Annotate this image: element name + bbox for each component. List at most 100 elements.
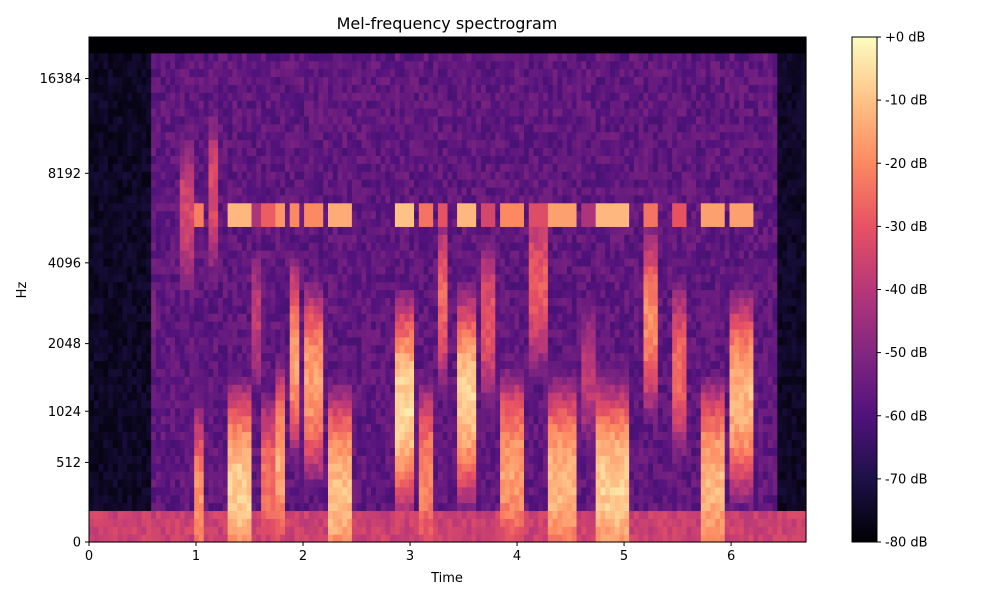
- heatmap-cell: [409, 407, 415, 417]
- heatmap-cell: [390, 281, 396, 291]
- heatmap-cell: [399, 526, 406, 535]
- heatmap-cell: [418, 447, 425, 456]
- heatmap-cell: [241, 423, 248, 433]
- heatmap-cell: [375, 250, 382, 259]
- heatmap-cell: [232, 502, 238, 512]
- heatmap-cell: [280, 494, 286, 504]
- heatmap-cell: [218, 139, 224, 149]
- heatmap-cell: [246, 139, 253, 149]
- heatmap-cell: [213, 407, 219, 417]
- heatmap-cell: [318, 502, 324, 512]
- heatmap-cell: [122, 392, 128, 401]
- heatmap-cell: [332, 305, 339, 314]
- heatmap-cell: [409, 289, 415, 298]
- heatmap-cell: [399, 139, 406, 149]
- heatmap-cell: [371, 534, 377, 543]
- heatmap-cell: [447, 179, 453, 188]
- heatmap-cell: [428, 376, 434, 385]
- heatmap-cell: [189, 100, 195, 109]
- heatmap-cell: [227, 250, 233, 259]
- heatmap-cell: [218, 37, 224, 46]
- heatmap-cell: [170, 297, 176, 306]
- heatmap-cell: [232, 313, 238, 322]
- heatmap-cell: [289, 84, 296, 93]
- heatmap-cell: [175, 147, 181, 156]
- heatmap-cell: [251, 37, 257, 46]
- heatmap-cell: [179, 328, 186, 338]
- heatmap-cell: [337, 518, 343, 527]
- heatmap-cell: [304, 155, 310, 164]
- heatmap-cell: [347, 179, 353, 188]
- heatmap-cell: [308, 297, 315, 306]
- heatmap-cell: [184, 368, 190, 377]
- heatmap-cell: [108, 352, 114, 362]
- heatmap-cell: [418, 265, 425, 275]
- heatmap-cell: [409, 210, 415, 220]
- heatmap-cell: [184, 281, 190, 291]
- heatmap-cell: [337, 502, 343, 512]
- heatmap-cell: [404, 92, 410, 101]
- heatmap-cell: [170, 131, 176, 141]
- heatmap-cell: [251, 265, 257, 275]
- heatmap-cell: [175, 84, 181, 93]
- heatmap-cell: [294, 368, 300, 377]
- heatmap-cell: [328, 494, 334, 504]
- heatmap-cell: [261, 179, 267, 188]
- heatmap-cell: [241, 502, 248, 512]
- heatmap-cell: [390, 186, 396, 196]
- heatmap-cell: [433, 336, 439, 346]
- heatmap-cell: [356, 226, 363, 235]
- heatmap-cell: [423, 439, 429, 448]
- heatmap-cell: [175, 100, 181, 109]
- heatmap-cell: [179, 76, 186, 85]
- heatmap-cell: [132, 68, 138, 78]
- heatmap-cell: [198, 92, 205, 101]
- heatmap-cell: [385, 250, 391, 259]
- heatmap-cell: [146, 526, 152, 535]
- heatmap-cell: [222, 463, 229, 472]
- heatmap-cell: [170, 518, 176, 527]
- heatmap-cell: [132, 470, 138, 480]
- heatmap-cell: [227, 163, 233, 172]
- heatmap-cell: [198, 344, 205, 354]
- heatmap-cell: [280, 163, 286, 172]
- heatmap-cell: [184, 186, 190, 196]
- heatmap-cell: [351, 131, 358, 141]
- heatmap-cell: [184, 392, 190, 401]
- heatmap-cell: [194, 76, 200, 85]
- heatmap-cell: [93, 171, 100, 180]
- heatmap-cell: [198, 360, 205, 370]
- heatmap-cell: [218, 186, 224, 196]
- heatmap-cell: [284, 407, 291, 417]
- heatmap-cell: [385, 336, 391, 346]
- heatmap-cell: [423, 218, 429, 227]
- heatmap-cell: [299, 108, 305, 117]
- heatmap-cell: [299, 297, 305, 306]
- heatmap-cell: [337, 218, 343, 227]
- heatmap-cell: [313, 328, 320, 338]
- heatmap-cell: [452, 486, 458, 496]
- heatmap-cell: [284, 92, 291, 101]
- heatmap-cell: [351, 534, 358, 543]
- heatmap-cell: [428, 242, 434, 251]
- heatmap-cell: [227, 52, 233, 62]
- heatmap-cell: [356, 360, 363, 370]
- heatmap-cell: [457, 415, 463, 425]
- heatmap-cell: [332, 534, 339, 543]
- heatmap-cell: [308, 76, 315, 85]
- heatmap-cell: [222, 478, 229, 488]
- heatmap-cell: [89, 384, 95, 393]
- heatmap-cell: [261, 123, 267, 133]
- heatmap-cell: [179, 510, 186, 519]
- heatmap-cell: [189, 218, 195, 227]
- heatmap-cell: [318, 147, 324, 156]
- heatmap-cell: [265, 265, 272, 275]
- heatmap-cell: [375, 242, 382, 251]
- heatmap-cell: [256, 415, 262, 425]
- heatmap-cell: [222, 163, 229, 172]
- heatmap-cell: [313, 289, 320, 298]
- heatmap-cell: [433, 108, 439, 117]
- heatmap-cell: [442, 478, 449, 488]
- heatmap-cell: [89, 423, 95, 433]
- heatmap-cell: [404, 37, 410, 46]
